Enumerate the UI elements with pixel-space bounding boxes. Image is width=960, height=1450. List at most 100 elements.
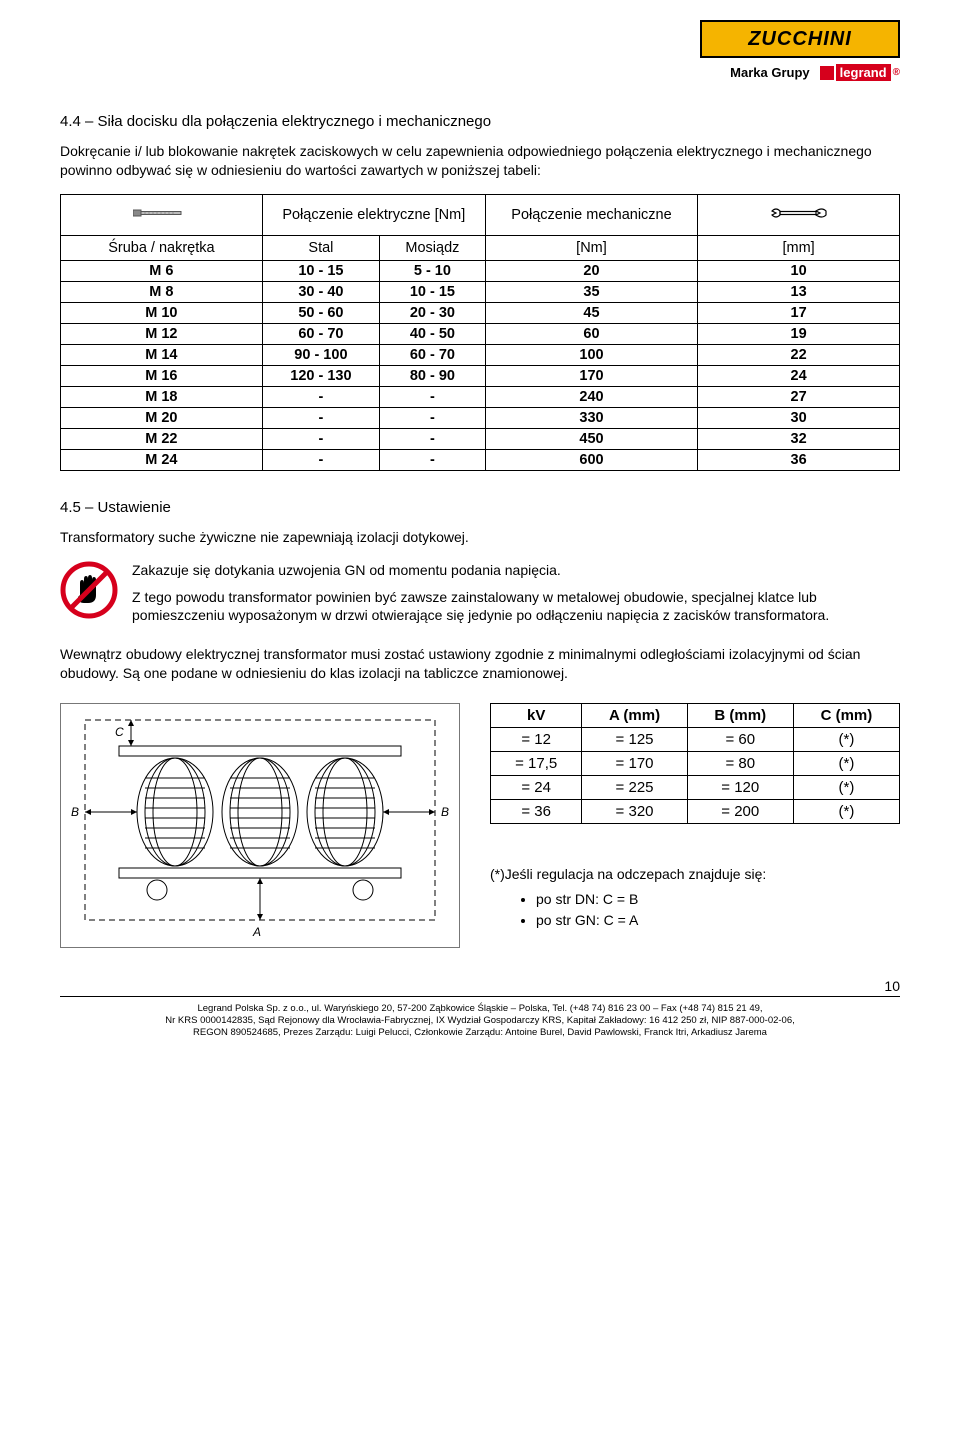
table-cell: M 18 <box>61 386 263 407</box>
legrand-logo: legrand ® <box>820 64 900 81</box>
table-cell: 240 <box>485 386 697 407</box>
table-cell: 100 <box>485 344 697 365</box>
table-cell: 32 <box>698 428 900 449</box>
cl-hdr-c: C (mm) <box>793 704 899 728</box>
table-row: M 1050 - 6020 - 304517 <box>61 302 900 323</box>
table-cell: 60 - 70 <box>262 323 379 344</box>
torque-hdr-elec: Połączenie elektryczne [Nm] <box>262 194 485 235</box>
table-cell: - <box>262 386 379 407</box>
table-cell: M 16 <box>61 365 263 386</box>
table-row: M 610 - 155 - 102010 <box>61 260 900 281</box>
table-cell: (*) <box>793 800 899 824</box>
table-cell: = 225 <box>582 776 687 800</box>
table-cell: - <box>262 449 379 470</box>
section-4-5-title: 4.5 – Ustawienie <box>60 499 900 516</box>
table-cell: - <box>380 449 486 470</box>
table-cell: (*) <box>793 728 899 752</box>
table-cell: 600 <box>485 449 697 470</box>
table-cell: 36 <box>698 449 900 470</box>
svg-text:B: B <box>71 805 79 819</box>
wrench-icon <box>770 205 828 225</box>
table-row: M 18--24027 <box>61 386 900 407</box>
table-cell: - <box>262 428 379 449</box>
footer-text: Legrand Polska Sp. z o.o., ul. Waryńskie… <box>60 1003 900 1039</box>
torque-table: Połączenie elektryczne [Nm] Połączenie m… <box>60 194 900 471</box>
footnote-block: (*)Jeśli regulacja na odczepach znajduje… <box>490 864 900 931</box>
table-row: M 1490 - 10060 - 7010022 <box>61 344 900 365</box>
table-cell: 60 <box>485 323 697 344</box>
table-cell: 24 <box>698 365 900 386</box>
header-logos: ZUCCHINI Marka Grupy legrand ® <box>700 20 900 81</box>
torque-hdr-mech: Połączenie mechaniczne <box>485 194 697 235</box>
table-cell: 120 - 130 <box>262 365 379 386</box>
table-cell: 450 <box>485 428 697 449</box>
table-cell: 20 - 30 <box>380 302 486 323</box>
bolt-icon <box>133 206 189 224</box>
table-cell: = 125 <box>582 728 687 752</box>
brand-group-row: Marka Grupy legrand ® <box>700 64 900 81</box>
warn-text-1: Zakazuje się dotykania uzwojenia GN od m… <box>132 561 900 580</box>
table-cell: 10 - 15 <box>262 260 379 281</box>
footer-rule <box>60 996 900 997</box>
table-cell: - <box>380 386 486 407</box>
table-cell: M 20 <box>61 407 263 428</box>
svg-text:A: A <box>252 925 261 939</box>
torque-sub-nm: [Nm] <box>485 235 697 260</box>
table-cell: 19 <box>698 323 900 344</box>
torque-sub-mm: [mm] <box>698 235 900 260</box>
table-cell: M 10 <box>61 302 263 323</box>
cl-hdr-a: A (mm) <box>582 704 687 728</box>
legrand-text: legrand <box>836 64 891 81</box>
table-cell: (*) <box>793 776 899 800</box>
table-row: = 36= 320= 200(*) <box>491 800 900 824</box>
table-cell: M 6 <box>61 260 263 281</box>
table-cell: (*) <box>793 752 899 776</box>
cl-hdr-b: B (mm) <box>687 704 793 728</box>
no-touch-icon <box>60 561 118 619</box>
footnote-lead: (*)Jeśli regulacja na odczepach znajduje… <box>490 864 900 885</box>
table-row: M 20--33030 <box>61 407 900 428</box>
svg-text:B: B <box>441 805 449 819</box>
table-cell: M 12 <box>61 323 263 344</box>
table-cell: = 320 <box>582 800 687 824</box>
footer-l3: REGON 890524685, Prezes Zarządu: Luigi P… <box>60 1027 900 1039</box>
table-cell: 30 - 40 <box>262 281 379 302</box>
footnote-b1: po str DN: C = B <box>536 889 900 910</box>
table-row: = 17,5= 170= 80(*) <box>491 752 900 776</box>
transformer-diagram: C B B A <box>60 703 460 948</box>
cl-hdr-kv: kV <box>491 704 582 728</box>
table-cell: = 17,5 <box>491 752 582 776</box>
table-row: M 16120 - 13080 - 9017024 <box>61 365 900 386</box>
table-cell: = 80 <box>687 752 793 776</box>
table-row: M 22--45032 <box>61 428 900 449</box>
table-cell: 10 - 15 <box>380 281 486 302</box>
table-cell: - <box>380 428 486 449</box>
table-row: = 24= 225= 120(*) <box>491 776 900 800</box>
table-cell: M 24 <box>61 449 263 470</box>
table-cell: M 8 <box>61 281 263 302</box>
torque-sub-stal: Stal <box>262 235 379 260</box>
table-cell: = 36 <box>491 800 582 824</box>
table-cell: = 200 <box>687 800 793 824</box>
table-cell: 30 <box>698 407 900 428</box>
table-cell: 45 <box>485 302 697 323</box>
table-row: M 24--60036 <box>61 449 900 470</box>
table-row: M 830 - 4010 - 153513 <box>61 281 900 302</box>
page-number: 10 <box>60 978 900 994</box>
table-cell: 80 - 90 <box>380 365 486 386</box>
table-cell: M 14 <box>61 344 263 365</box>
group-label: Marka Grupy <box>730 65 809 80</box>
warning-block: Zakazuje się dotykania uzwojenia GN od m… <box>60 561 900 634</box>
section-4-5-p1: Transformatory suche żywiczne nie zapewn… <box>60 528 900 547</box>
clearance-table: kV A (mm) B (mm) C (mm) = 12= 125= 60(*)… <box>490 703 900 824</box>
table-cell: - <box>262 407 379 428</box>
table-row: M 1260 - 7040 - 506019 <box>61 323 900 344</box>
table-cell: 90 - 100 <box>262 344 379 365</box>
footnote-b2: po str GN: C = A <box>536 910 900 931</box>
section-4-4-intro: Dokręcanie i/ lub blokowanie nakrętek za… <box>60 142 900 180</box>
zucchini-logo: ZUCCHINI <box>700 20 900 58</box>
footer-l2: Nr KRS 0000142835, Sąd Rejonowy dla Wroc… <box>60 1015 900 1027</box>
table-cell: 50 - 60 <box>262 302 379 323</box>
table-cell: 17 <box>698 302 900 323</box>
table-cell: = 60 <box>687 728 793 752</box>
